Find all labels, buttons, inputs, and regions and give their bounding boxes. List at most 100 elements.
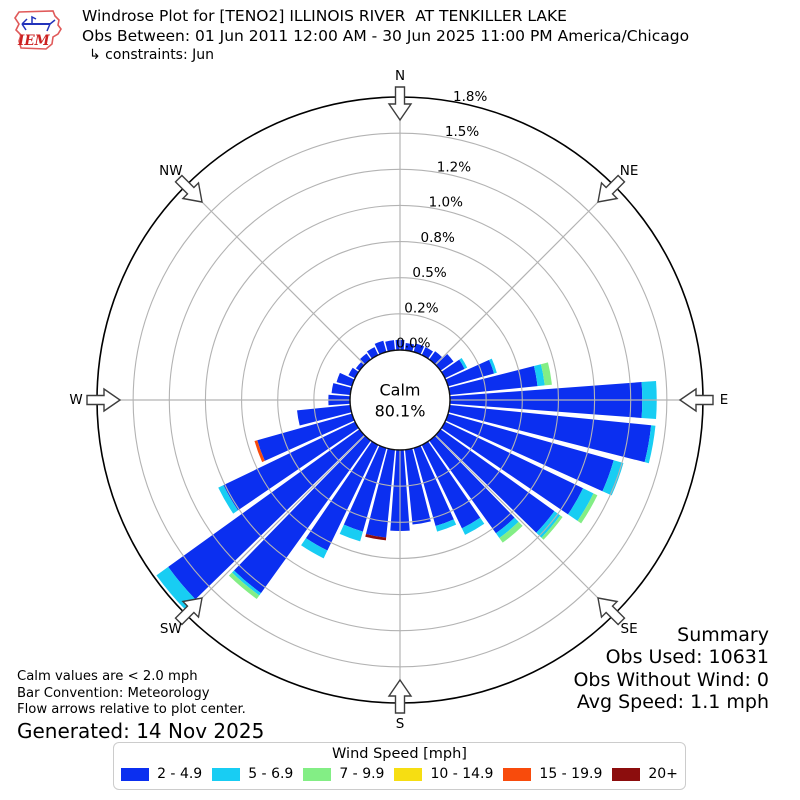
windrose-bar-190deg: [365, 533, 387, 541]
windrose-bar-220deg: [228, 572, 260, 599]
windrose-bar-80deg: [533, 364, 545, 387]
windrose-bar-200deg: [339, 524, 363, 542]
grid-spoke-NW: [185, 185, 366, 366]
polar-grid: [96, 96, 704, 704]
windrose-bar-80deg: [540, 362, 552, 386]
windrose-bar-70deg: [489, 358, 497, 374]
compass-label-S: S: [396, 716, 405, 732]
legend-item: 2 - 4.9: [121, 766, 202, 782]
compass-label-NE: NE: [620, 163, 639, 179]
windrose-bar-160deg: [435, 519, 457, 532]
legend-label: 20+: [648, 766, 678, 782]
windrose-bar-220deg: [231, 570, 261, 596]
iem-logo: IEM: [8, 4, 68, 56]
grid-ring: [204, 204, 596, 596]
ring-label-1.8: 1.8%: [453, 89, 487, 105]
flow-arrow-E: [678, 387, 714, 413]
grid-ring: [241, 241, 559, 559]
legend-label: 2 - 4.9: [157, 766, 203, 782]
windrose-bar-110deg: [445, 413, 614, 492]
legend-swatch: [612, 767, 641, 781]
legend-swatch: [303, 767, 332, 781]
legend-item: 10 - 14.9: [394, 766, 493, 782]
compass-label-E: E: [720, 392, 729, 408]
windrose-bar-140deg: [499, 521, 523, 543]
flow-arrows: [86, 86, 714, 714]
windrose-bar-230deg: [168, 429, 365, 600]
windrose-bar-290deg: [336, 372, 355, 387]
grid-spoke-SW: [185, 434, 366, 615]
constraints-note: ↳ constraints: Jun: [89, 47, 215, 63]
legend-items: 2 - 4.9 5 - 6.9 7 - 9.9 10 - 14.9 15 - 19.9 2…: [121, 766, 678, 782]
legend-label: 5 - 6.9: [248, 766, 294, 782]
legend-label: 10 - 14.9: [430, 766, 494, 782]
windrose-bar-150deg: [461, 517, 485, 535]
windrose-bar-50deg: [435, 354, 454, 371]
windrose-bar-80deg: [448, 365, 538, 395]
legend: Wind Speed [mph] 2 - 4.9 5 - 6.9 7 - 9.9 10…: [113, 742, 686, 790]
windrose-bar-250deg: [254, 440, 265, 463]
legend-swatch: [121, 767, 150, 781]
note-bar-convention: Bar Convention: Meteorology: [17, 685, 210, 701]
legend-swatch: [503, 767, 532, 781]
windrose-bar-100deg: [448, 405, 652, 463]
grid-ring: [313, 313, 487, 487]
summary-avg-speed: Avg Speed: 1.1 mph: [576, 691, 769, 714]
windrose-bar-320deg: [360, 353, 371, 365]
ring-label-1.5: 1.5%: [445, 124, 479, 140]
flow-arrow-W: [86, 387, 122, 413]
note-flow-arrows: Flow arrows relative to plot center.: [17, 702, 246, 718]
windrose-bar-140deg: [429, 435, 515, 534]
windrose-bar-20deg: [413, 343, 425, 355]
windrose-bar-120deg: [568, 488, 594, 521]
windrose-bar-100deg: [644, 425, 656, 464]
windrose-bar-110deg: [602, 460, 624, 496]
windrose-bar-250deg: [257, 413, 355, 461]
ring-label-0.5: 0.5%: [412, 265, 446, 281]
ring-label-0.0: 0.0%: [396, 336, 430, 352]
windrose-bar-160deg: [413, 445, 454, 527]
grid-spoke-SE: [434, 434, 615, 615]
windrose-bar-120deg: [441, 421, 584, 515]
flow-arrow-SW: [174, 597, 203, 626]
grid-ring: [132, 132, 668, 668]
windrose-bar-10deg: [405, 343, 415, 352]
flow-arrow-NE: [597, 174, 626, 203]
calm-label: Calm: [379, 381, 420, 400]
page-title: Windrose Plot for [TENO2] ILLINOIS RIVER…: [82, 7, 567, 25]
grid-ring: [168, 168, 632, 632]
windrose-bar-220deg: [233, 435, 371, 594]
legend-label: 15 - 19.9: [539, 766, 603, 782]
summary-block: Summary Obs Used: 10631 Obs Without Wind…: [573, 624, 769, 714]
windrose-bar-40deg: [429, 351, 442, 365]
plot-notes: Calm values are < 2.0 mph Bar Convention…: [17, 669, 264, 743]
grid-spoke-NE: [434, 185, 615, 366]
legend-swatch: [394, 767, 423, 781]
windrose-bar-200deg: [343, 445, 387, 532]
iem-logo-text: IEM: [17, 33, 51, 49]
summary-obs-without-wind: Obs Without Wind: 0: [573, 668, 769, 691]
legend-item: 5 - 6.9: [212, 766, 293, 782]
windrose-bar-350deg: [385, 340, 395, 352]
windrose-bar-130deg: [541, 515, 563, 540]
windrose-bar-60deg: [459, 358, 468, 369]
flow-arrow-S: [387, 678, 413, 714]
summary-title: Summary: [677, 624, 769, 646]
windrose-bar-150deg: [421, 441, 481, 529]
flow-arrow-N: [387, 86, 413, 122]
legend-item: 15 - 19.9: [503, 766, 602, 782]
compass-label-N: N: [395, 68, 405, 84]
header: Windrose Plot for [TENO2] ILLINOIS RIVER…: [82, 7, 689, 64]
windrose-bar-240deg: [223, 421, 359, 511]
windrose-bar-130deg: [435, 429, 555, 533]
windrose-bar-210deg: [305, 441, 379, 551]
page-subtitle: Obs Between: 01 Jun 2011 12:00 AM - 30 J…: [82, 26, 690, 45]
ring-label-0.2: 0.2%: [404, 300, 438, 316]
windrose-bar-240deg: [218, 485, 238, 514]
calm-value: 80.1%: [375, 402, 426, 421]
legend-title: Wind Speed [mph]: [332, 746, 467, 762]
compass-label-SW: SW: [160, 621, 182, 637]
weather-vane-icon: [21, 15, 56, 32]
